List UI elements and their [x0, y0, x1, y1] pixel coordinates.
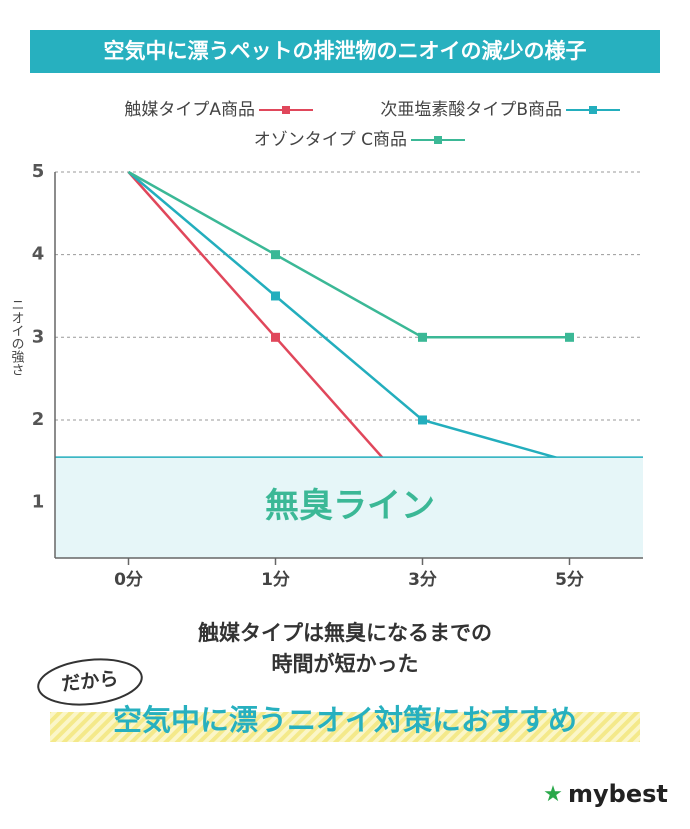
title: 空気中に漂うペットの排泄物のニオイの減少の様子: [104, 39, 587, 63]
point-marker: [565, 332, 574, 342]
y-axis-label: ニオイの強さ: [9, 298, 25, 376]
legend-marker: [282, 106, 290, 114]
point-marker: [271, 250, 280, 260]
x-tick-label: 0分: [114, 570, 143, 590]
x-tick-label: 1分: [261, 570, 290, 590]
note-line: 触媒タイプは無臭になるまでの: [198, 621, 492, 645]
y-tick-label: 2: [32, 409, 45, 430]
series-line: [127, 171, 570, 463]
x-tick-label: 5分: [555, 570, 584, 590]
headline-highlight: [50, 712, 640, 742]
legend-label: オゾンタイプ C商品: [254, 130, 407, 150]
point-marker: [418, 415, 427, 425]
x-tick-label: 3分: [408, 570, 437, 590]
point-marker: [271, 332, 280, 342]
series-line: [127, 170, 570, 339]
title-banner: [30, 30, 660, 73]
legend-label: 触媒タイプA商品: [124, 100, 255, 120]
threshold-label: 無臭ライン: [265, 486, 435, 526]
note-line: 時間が短かった: [272, 652, 419, 676]
legend-label: 次亜塩素酸タイプB商品: [380, 100, 562, 120]
threshold-band: [55, 457, 643, 558]
legend-marker: [589, 106, 597, 114]
y-tick-label: 4: [32, 244, 45, 265]
point-marker: [418, 332, 427, 342]
logo: mybest: [568, 780, 668, 808]
point-marker: [271, 291, 280, 301]
legend-marker: [434, 136, 442, 144]
y-tick-label: 3: [32, 326, 45, 347]
bubble-shape: [37, 658, 143, 706]
logo-star: ★: [543, 782, 563, 807]
headline: 空気中に漂うニオイ対策におすすめ: [113, 703, 577, 737]
y-tick-label: 5: [32, 161, 45, 182]
y-tick-label: 1: [32, 492, 45, 513]
